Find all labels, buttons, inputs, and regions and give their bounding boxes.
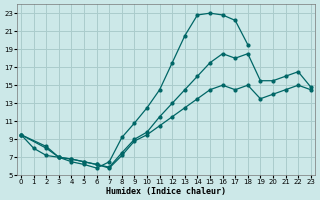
X-axis label: Humidex (Indice chaleur): Humidex (Indice chaleur) <box>106 187 226 196</box>
